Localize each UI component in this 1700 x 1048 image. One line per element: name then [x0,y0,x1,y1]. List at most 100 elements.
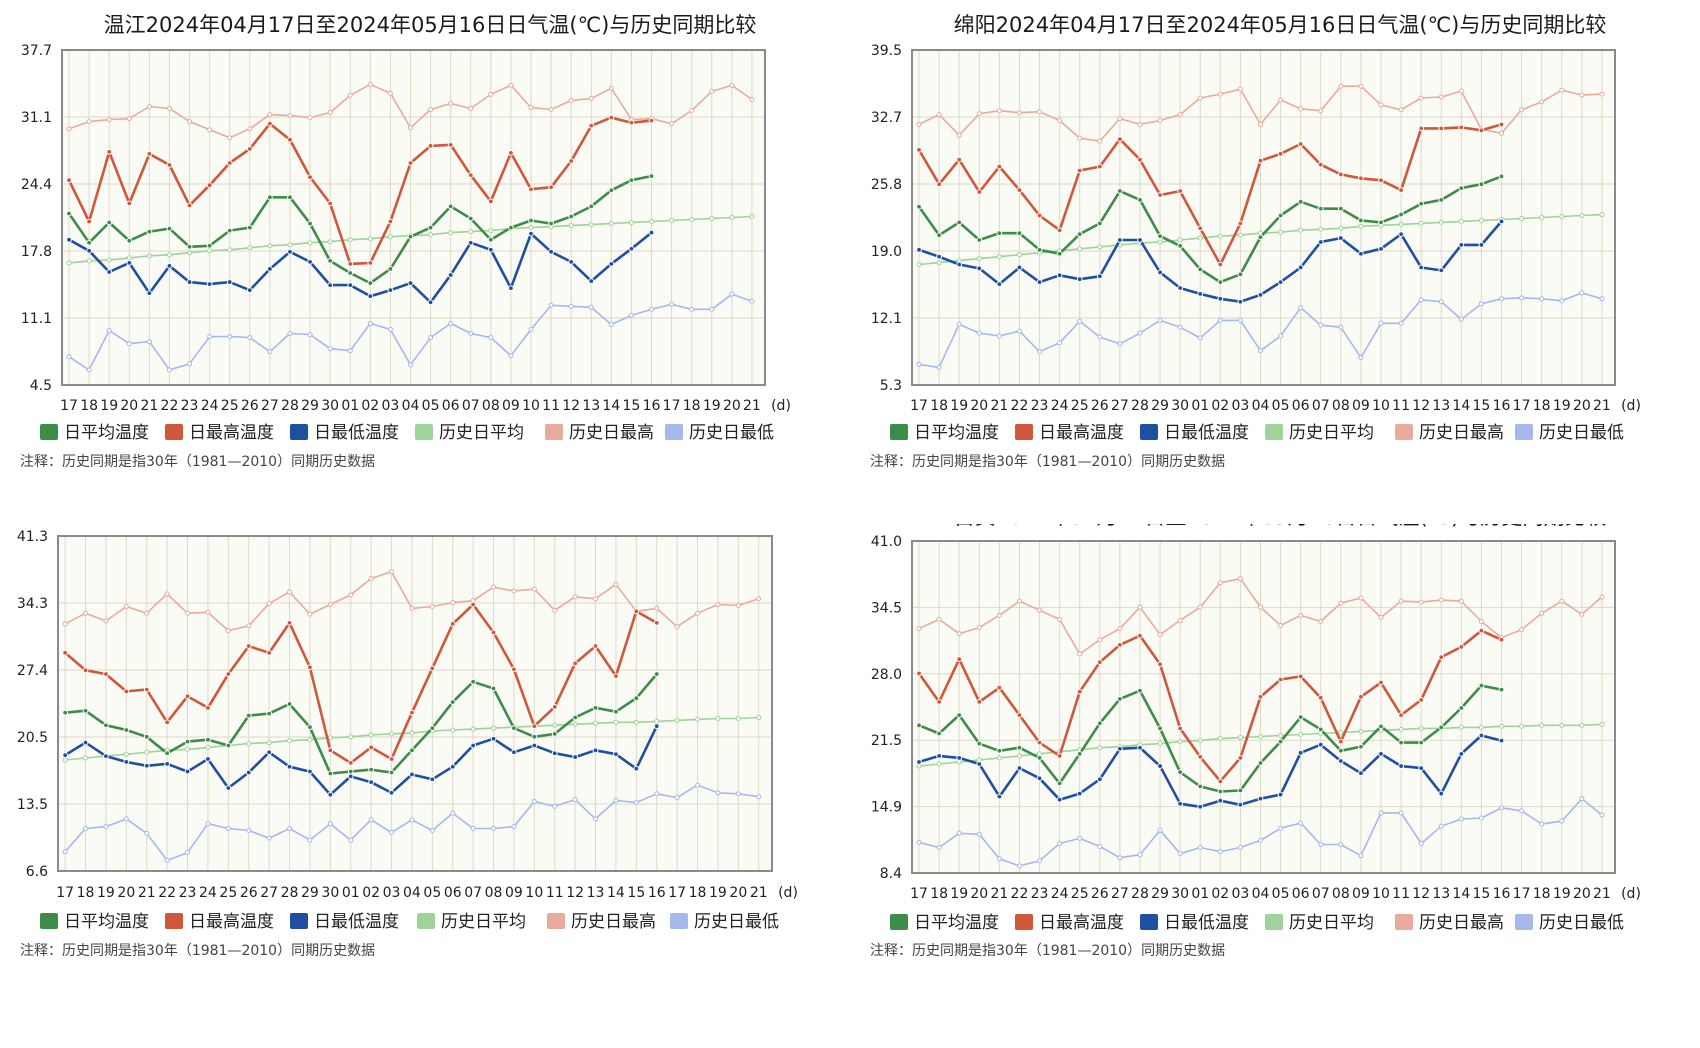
data-point-hist-min [916,361,922,367]
data-point-hist-min [1599,812,1605,818]
data-point-min [307,258,313,265]
data-point-hist-min [1499,805,1505,811]
data-point-min [508,285,514,292]
data-point-hist-max [1579,92,1585,98]
data-point-hist-max [1217,91,1223,97]
data-point-hist-min [448,320,454,326]
data-point-max [126,200,133,207]
x-tick-label: 18 [1533,886,1551,902]
data-point-hist-max [715,602,721,608]
data-point-hist-max [1378,614,1384,620]
data-point-max [409,709,415,716]
x-tick-label: 26 [240,885,258,901]
data-point-avg [146,228,153,235]
data-point-max [1418,696,1425,703]
data-point-max [164,719,171,726]
legend-label: 历史日最高 [1419,913,1504,933]
data-point-avg [648,173,655,180]
data-point-min [1438,790,1445,797]
data-point-hist-avg [654,718,660,724]
data-point-hist-max [83,610,89,616]
data-point-min [628,245,635,252]
x-tick-label: 02 [361,398,379,414]
data-point-max [551,703,558,710]
data-point-max [245,643,252,649]
data-point-hist-min [488,335,494,341]
x-tick-label: 10 [1372,398,1390,414]
y-tick-label: 39.5 [871,43,902,59]
data-point-avg [266,710,273,717]
data-point-hist-max [1197,604,1203,610]
data-point-hist-min [327,821,333,827]
data-point-hist-max [1338,83,1344,89]
x-tick-label: 07 [1312,886,1330,902]
data-point-hist-max [164,591,170,597]
data-point-min [246,287,253,294]
data-point-hist-min [709,306,715,312]
data-point-hist-min [1458,316,1464,322]
data-point-min [1197,291,1204,297]
data-point-hist-min [187,361,193,367]
data-point-avg [327,257,334,264]
data-point-max [1076,167,1083,174]
data-point-hist-min [1177,851,1183,857]
data-point-hist-max [916,626,922,632]
data-point-max [1438,654,1445,660]
x-tick-label: 27 [1111,398,1129,414]
y-tick-label: 12.1 [871,311,902,327]
data-point-hist-max [1338,600,1344,606]
data-point-hist-max [86,119,92,125]
data-point-min [592,747,599,754]
data-point-hist-min [267,349,273,355]
data-point-hist-max [1519,107,1525,113]
data-point-hist-min [1097,334,1103,340]
footnote: 注释：历史同期是指30年（1981—2010）同期历史数据 [20,454,375,470]
data-point-min [1297,749,1304,756]
data-point-avg [226,227,233,234]
data-point-avg [572,714,579,721]
data-point-max [548,184,554,191]
data-point-max [1378,177,1384,184]
y-tick-label: 6.6 [26,864,48,880]
x-tick-label: 09 [505,885,523,901]
x-tick-label: 29 [301,398,319,414]
x-tick-label: 28 [1131,398,1149,414]
data-point-hist-avg [247,245,253,251]
x-tick-label: 19 [100,398,118,414]
x-tick-label: 30 [321,398,339,414]
data-point-hist-min [205,821,211,827]
data-point-hist-avg [1016,753,1022,759]
data-point-hist-min [1438,299,1444,305]
data-point-hist-min [1338,324,1344,330]
data-point-hist-min [511,824,517,830]
data-point-hist-max [1057,616,1063,622]
data-point-max [511,666,517,673]
data-point-max [568,158,575,164]
data-point-hist-avg [528,225,534,231]
data-point-avg [1036,755,1043,761]
data-point-hist-max [531,586,537,592]
data-point-hist-min [1438,823,1444,829]
y-tick-label: 13.5 [17,797,48,813]
data-point-avg [936,730,943,737]
x-tick-label: 15 [627,885,645,901]
x-tick-label: 17 [56,885,74,901]
data-point-hist-min [106,328,112,334]
data-point-hist-avg [1579,213,1585,219]
x-axis-unit: (d) [1621,886,1641,902]
x-tick-label: 04 [1252,398,1270,414]
data-point-min [936,752,943,759]
legend-swatch [165,913,183,929]
x-tick-label: 16 [648,885,666,901]
x-tick-label: 15 [1473,886,1491,902]
data-point-min [531,742,538,749]
y-tick-label: 27.4 [17,663,48,679]
legend-swatch [40,913,58,929]
data-point-max [1458,644,1465,650]
x-tick-label: 16 [1493,398,1511,414]
data-point-hist-avg [729,215,735,220]
data-point-hist-max [1318,618,1324,624]
x-tick-label: 28 [1131,886,1149,902]
data-point-hist-max [916,121,922,127]
data-point-hist-max [387,90,393,96]
